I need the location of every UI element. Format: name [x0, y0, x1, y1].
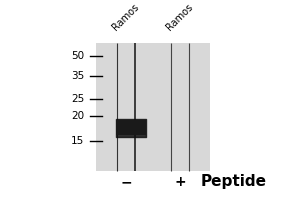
- Text: Ramos: Ramos: [111, 1, 141, 32]
- Text: Peptide: Peptide: [201, 174, 267, 189]
- Text: 15: 15: [71, 136, 84, 146]
- Text: Ramos: Ramos: [165, 1, 195, 32]
- Text: +: +: [174, 175, 186, 189]
- Text: 20: 20: [71, 111, 84, 121]
- FancyBboxPatch shape: [96, 43, 210, 171]
- Text: −: −: [120, 175, 132, 189]
- Text: 25: 25: [71, 94, 84, 104]
- Text: 50: 50: [71, 51, 84, 61]
- Text: 35: 35: [71, 71, 84, 81]
- FancyBboxPatch shape: [116, 120, 146, 135]
